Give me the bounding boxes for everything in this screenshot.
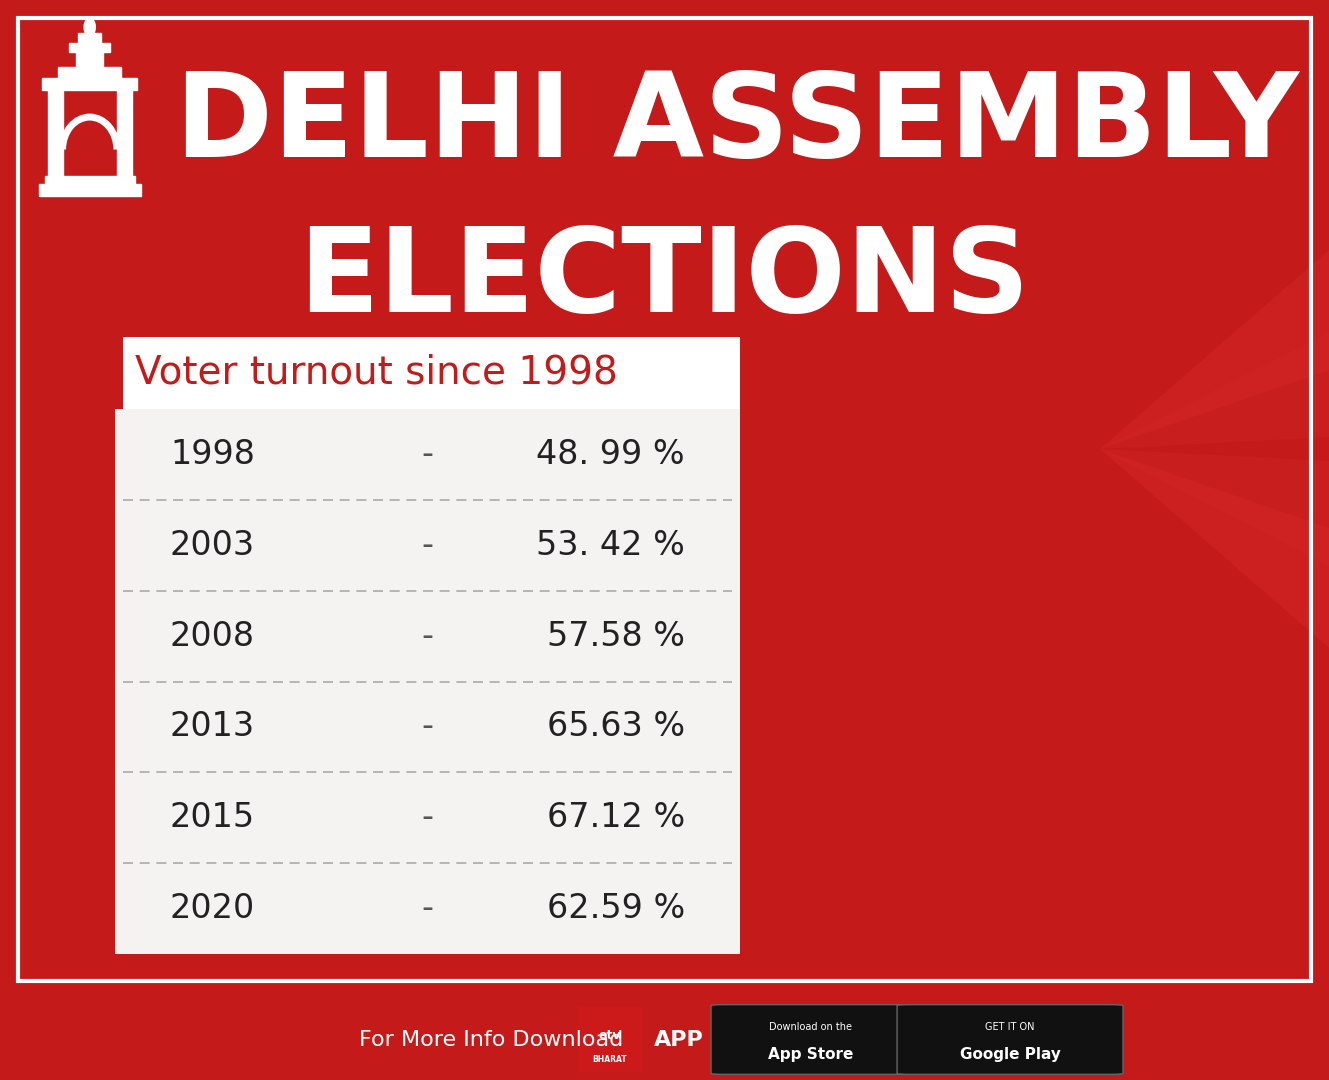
Bar	[39, 184, 141, 197]
Text: 2020: 2020	[170, 892, 255, 926]
Bar	[43, 78, 137, 90]
Polygon shape	[1100, 0, 1329, 449]
Text: BHARAT: BHARAT	[593, 1055, 627, 1064]
Text: 2003: 2003	[170, 529, 255, 562]
Bar	[58, 67, 121, 78]
Text: -: -	[421, 529, 433, 562]
FancyBboxPatch shape	[711, 1004, 910, 1075]
Text: 1998: 1998	[170, 437, 255, 471]
Text: DELHI ASSEMBLY: DELHI ASSEMBLY	[175, 67, 1300, 183]
Text: 2013: 2013	[170, 711, 255, 743]
Text: GET IT ON: GET IT ON	[985, 1023, 1035, 1032]
Text: Voter turnout since 1998: Voter turnout since 1998	[136, 354, 618, 392]
Text: ELECTIONS: ELECTIONS	[298, 222, 1030, 337]
Bar	[45, 176, 136, 184]
Text: -: -	[421, 892, 433, 926]
Text: 2015: 2015	[170, 801, 255, 834]
Bar	[76, 52, 104, 67]
Bar	[48, 90, 62, 176]
Polygon shape	[1100, 0, 1329, 449]
Text: 48. 99 %: 48. 99 %	[537, 437, 684, 471]
Bar	[78, 32, 101, 43]
Text: APP: APP	[654, 1029, 703, 1050]
Text: 57.58 %: 57.58 %	[548, 620, 684, 652]
Bar	[117, 90, 132, 176]
Text: App Store: App Store	[768, 1047, 853, 1062]
Circle shape	[84, 18, 96, 36]
Text: -: -	[421, 711, 433, 743]
Text: For More Info Download: For More Info Download	[359, 1029, 623, 1050]
Text: -: -	[421, 437, 433, 471]
FancyBboxPatch shape	[116, 409, 740, 954]
Text: Google Play: Google Play	[960, 1047, 1061, 1062]
Text: 53. 42 %: 53. 42 %	[536, 529, 684, 562]
Text: Download on the: Download on the	[769, 1023, 852, 1032]
Text: 62.59 %: 62.59 %	[546, 892, 684, 926]
Bar	[69, 43, 110, 52]
Text: etv: etv	[599, 1029, 621, 1042]
Text: 65.63 %: 65.63 %	[546, 711, 684, 743]
Polygon shape	[1100, 449, 1329, 1080]
Text: -: -	[421, 620, 433, 652]
Text: 2008: 2008	[170, 620, 255, 652]
Polygon shape	[1100, 449, 1329, 1080]
FancyBboxPatch shape	[116, 337, 740, 409]
Text: 67.12 %: 67.12 %	[546, 801, 684, 834]
FancyBboxPatch shape	[116, 337, 124, 409]
FancyBboxPatch shape	[897, 1004, 1123, 1075]
Text: -: -	[421, 801, 433, 834]
FancyBboxPatch shape	[578, 1007, 642, 1071]
